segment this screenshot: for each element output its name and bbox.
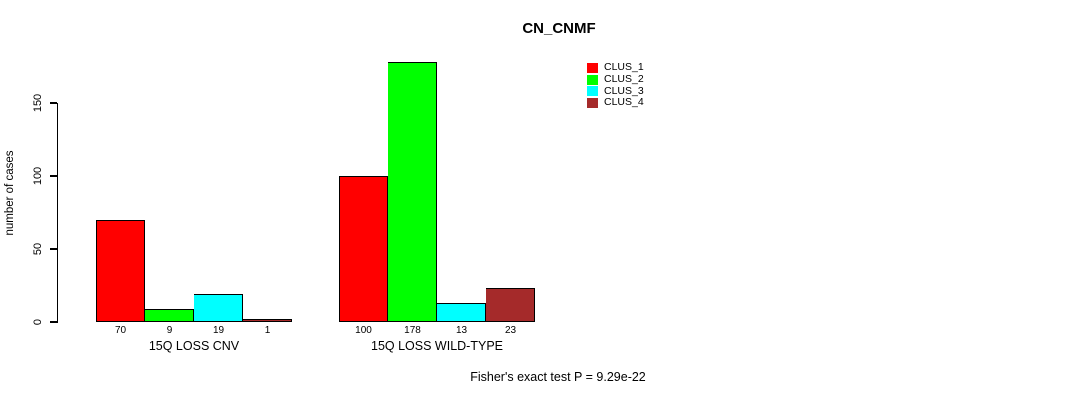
x-category-label: 15Q LOSS CNV — [148, 339, 240, 353]
legend-entry-clus-4: CLUS_4 — [587, 97, 644, 109]
bar-value-label: 178 — [404, 325, 421, 336]
chart-title: CN_CNMF — [522, 20, 596, 37]
legend-swatch-clus-4-icon — [587, 97, 598, 108]
x-category-label: 15Q LOSS WILD-TYPE — [371, 339, 503, 353]
bar-value-label: 70 — [114, 325, 127, 336]
bar-value-label: 13 — [455, 325, 468, 336]
bar-clus_3-group2 — [437, 303, 486, 322]
y-axis-line — [56, 103, 58, 323]
legend-label-clus-4: CLUS_4 — [604, 96, 644, 109]
legend-label-clus-2: CLUS_2 — [604, 73, 644, 86]
y-tick-mark — [50, 321, 57, 323]
y-tick-mark — [50, 102, 57, 104]
y-tick-mark — [50, 248, 57, 250]
legend-swatch-clus-3-icon — [587, 86, 598, 97]
legend-entry-clus-2: CLUS_2 — [587, 74, 644, 86]
bar-clus_2-group1 — [145, 308, 194, 322]
y-tick-label: 100 — [32, 166, 44, 186]
bar-clus_4-group1 — [243, 319, 292, 322]
legend-label-clus-1: CLUS_1 — [604, 61, 644, 74]
y-tick-label: 0 — [32, 318, 44, 326]
fisher-test-annotation: Fisher's exact test P = 9.29e-22 — [470, 370, 646, 384]
bar-value-label: 19 — [212, 325, 225, 336]
legend: CLUS_1 CLUS_2 CLUS_3 CLUS_4 — [587, 62, 644, 109]
bar-value-label: 1 — [264, 325, 271, 336]
y-tick-label: 150 — [32, 93, 44, 113]
bar-value-label: 9 — [166, 325, 173, 336]
y-axis-label: number of cases — [4, 150, 16, 236]
bar-clus_2-group2 — [388, 62, 437, 322]
legend-swatch-clus-1-icon — [587, 62, 598, 73]
legend-entry-clus-1: CLUS_1 — [587, 62, 644, 74]
bar-clus_4-group2 — [486, 288, 535, 322]
legend-swatch-clus-2-icon — [587, 74, 598, 85]
legend-label-clus-3: CLUS_3 — [604, 84, 644, 97]
bar-value-label: 100 — [355, 325, 372, 336]
legend-entry-clus-3: CLUS_3 — [587, 85, 644, 97]
y-tick-label: 50 — [32, 242, 44, 256]
bar-clus_1-group1 — [96, 219, 145, 322]
y-tick-mark — [50, 175, 57, 177]
bar-clus_3-group1 — [194, 294, 243, 322]
bar-value-label: 23 — [504, 325, 517, 336]
bar-clus_1-group2 — [339, 176, 388, 322]
